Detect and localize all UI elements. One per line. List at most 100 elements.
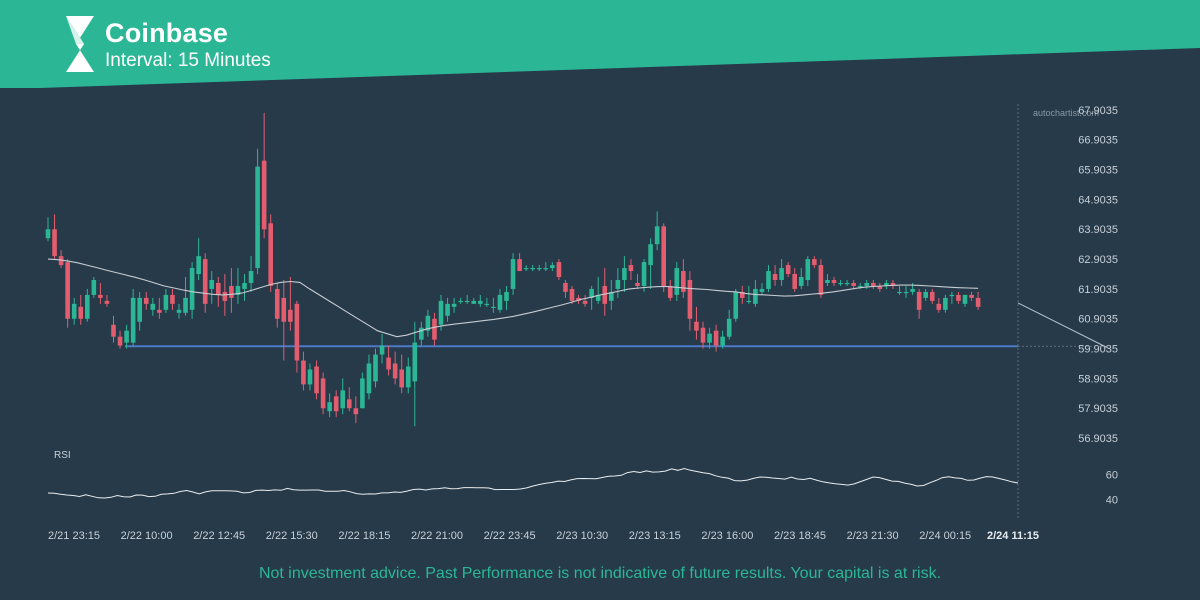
candle-body bbox=[720, 336, 725, 346]
candle-body bbox=[183, 297, 188, 313]
candle-body bbox=[196, 256, 201, 275]
chart-interval-subtitle: Interval: 15 Minutes bbox=[105, 50, 271, 71]
candle-body bbox=[301, 360, 306, 385]
projection-line bbox=[1017, 302, 1109, 349]
candle-body bbox=[569, 288, 575, 301]
forecast bbox=[1017, 302, 1109, 349]
x-tick-label: 2/22 18:15 bbox=[338, 530, 390, 542]
y-tick-label: 61.9035 bbox=[1078, 284, 1118, 296]
candle-body bbox=[379, 345, 385, 355]
candle-body bbox=[962, 294, 968, 304]
candle-body bbox=[170, 294, 175, 304]
candles bbox=[45, 112, 981, 427]
y-tick-label: 58.9035 bbox=[1078, 373, 1118, 385]
x-tick-label: 2/23 21:30 bbox=[847, 530, 899, 542]
candle-body bbox=[478, 300, 483, 304]
candle-body bbox=[405, 366, 411, 388]
candle-body bbox=[438, 300, 444, 325]
y-tick-label: 62.9035 bbox=[1078, 254, 1118, 266]
candle-body bbox=[726, 318, 732, 337]
candle-body bbox=[314, 366, 319, 394]
candle-body bbox=[52, 229, 57, 257]
y-tick-label: 56.9035 bbox=[1078, 433, 1118, 445]
candle-body bbox=[333, 396, 339, 412]
candle-body bbox=[65, 262, 70, 319]
candle-body bbox=[419, 327, 424, 340]
candle-body bbox=[268, 223, 273, 286]
y-tick-label: 57.9035 bbox=[1078, 403, 1118, 415]
candle-body bbox=[209, 279, 215, 289]
candle-body bbox=[91, 279, 97, 295]
candle-body bbox=[320, 378, 326, 409]
candle-body bbox=[471, 300, 477, 304]
candle-body bbox=[484, 303, 490, 306]
candle-body bbox=[510, 259, 516, 289]
candle-body bbox=[635, 282, 640, 286]
candle-body bbox=[242, 282, 247, 289]
candle-body bbox=[661, 226, 666, 286]
candle-body bbox=[563, 282, 568, 292]
x-tick-label: 2/22 23:45 bbox=[484, 530, 536, 542]
candle-body bbox=[458, 300, 463, 303]
x-tick-label: 2/23 13:15 bbox=[629, 530, 681, 542]
candle-body bbox=[163, 294, 169, 310]
candle-body bbox=[248, 271, 254, 283]
candle-body bbox=[491, 306, 496, 309]
candle-body bbox=[229, 285, 234, 298]
candle-body bbox=[595, 294, 601, 301]
x-tick-label: 2/22 15:30 bbox=[266, 530, 318, 542]
candle-body bbox=[687, 279, 693, 319]
candle-body bbox=[392, 363, 398, 379]
footer-disclaimer: Not investment advice. Past Performance … bbox=[258, 565, 942, 582]
rsi-tick-label: 40 bbox=[1106, 495, 1118, 507]
candle-body bbox=[360, 378, 365, 409]
x-tick-label: 2/24 00:15 bbox=[919, 530, 971, 542]
candle-body bbox=[425, 315, 431, 331]
candle-body bbox=[124, 330, 129, 343]
candle-body bbox=[792, 274, 797, 289]
candle-body bbox=[294, 303, 300, 361]
candle-body bbox=[216, 282, 221, 295]
candle-body bbox=[871, 282, 876, 286]
candle-body bbox=[45, 229, 51, 239]
price-axis: 67.9035 66.9035 65.9035 64.9035 63.9035 62.90… bbox=[1078, 105, 1118, 445]
candle-body bbox=[445, 303, 450, 316]
candle-body bbox=[111, 324, 116, 337]
y-tick-label: 59.9035 bbox=[1078, 343, 1118, 355]
candle-body bbox=[609, 291, 614, 301]
candle-body bbox=[884, 282, 889, 286]
candle-body bbox=[654, 226, 660, 245]
candle-body bbox=[648, 244, 653, 266]
candle-body bbox=[910, 288, 915, 292]
candle-body bbox=[943, 297, 948, 310]
page-title: Coinbase bbox=[105, 18, 229, 48]
candle-body bbox=[818, 265, 824, 295]
candle-body bbox=[274, 288, 280, 319]
y-tick-label: 64.9035 bbox=[1078, 194, 1118, 206]
candle-body bbox=[353, 408, 359, 415]
rsi-line bbox=[47, 467, 1019, 499]
candle-body bbox=[366, 363, 372, 394]
candle-body bbox=[831, 279, 837, 283]
candle-body bbox=[844, 282, 850, 285]
candle-body bbox=[779, 268, 784, 280]
candle-body bbox=[772, 274, 778, 280]
candle-body bbox=[615, 279, 621, 289]
rsi-label: RSI bbox=[54, 450, 71, 461]
candle-body bbox=[975, 297, 981, 307]
candle-body bbox=[550, 265, 555, 269]
price-chart: autochartist.com 67.9035 66.9035 65.9035 64… bbox=[45, 104, 1118, 542]
candle-body bbox=[903, 291, 909, 294]
candle-body bbox=[864, 282, 870, 286]
x-tick-label: 2/22 10:00 bbox=[121, 530, 173, 542]
candle-body bbox=[189, 268, 195, 310]
moving-average-line bbox=[47, 258, 979, 338]
candle-body bbox=[176, 309, 182, 313]
candle-body bbox=[556, 262, 562, 278]
candle-body bbox=[589, 288, 594, 298]
candle-body bbox=[523, 268, 529, 270]
candle-body bbox=[700, 327, 706, 343]
candle-body bbox=[222, 291, 228, 301]
candle-body bbox=[143, 297, 149, 304]
x-tick-label: 2/22 12:45 bbox=[193, 530, 245, 542]
